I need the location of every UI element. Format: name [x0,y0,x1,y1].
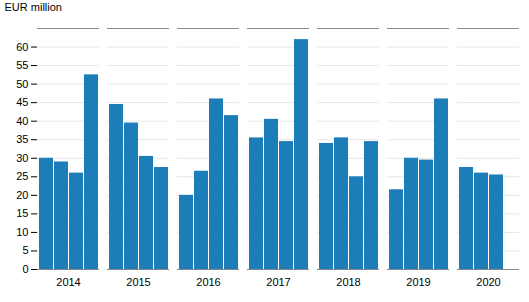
svg-text:2015: 2015 [126,276,150,288]
svg-text:35: 35 [16,133,28,145]
svg-text:2019: 2019 [406,276,430,288]
svg-text:15: 15 [16,207,28,219]
svg-text:EUR million: EUR million [5,1,62,13]
svg-text:2020: 2020 [476,276,500,288]
svg-text:60: 60 [16,41,28,53]
svg-text:0: 0 [22,263,28,275]
svg-text:5: 5 [22,244,28,256]
svg-text:30: 30 [16,152,28,164]
svg-text:2014: 2014 [56,276,80,288]
svg-text:50: 50 [16,78,28,90]
svg-text:25: 25 [16,170,28,182]
svg-text:2017: 2017 [266,276,290,288]
svg-text:20: 20 [16,189,28,201]
svg-text:10: 10 [16,226,28,238]
svg-text:2018: 2018 [336,276,360,288]
svg-text:40: 40 [16,115,28,127]
svg-text:45: 45 [16,96,28,108]
svg-text:55: 55 [16,59,28,71]
svg-text:2016: 2016 [196,276,220,288]
